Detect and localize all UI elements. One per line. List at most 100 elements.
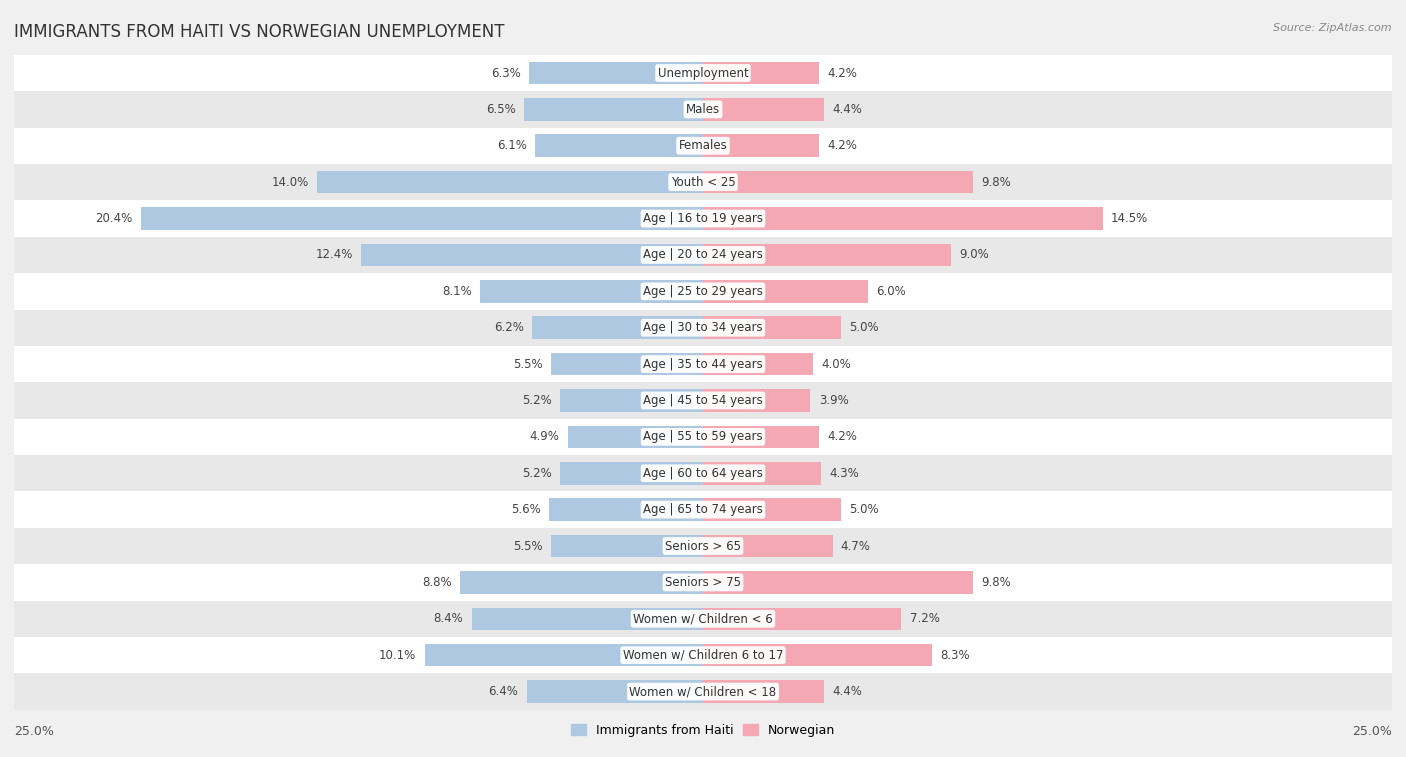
Bar [14,201,1392,237]
Bar [568,425,703,448]
Text: Age | 16 to 19 years: Age | 16 to 19 years [643,212,763,225]
Text: Women w/ Children < 6: Women w/ Children < 6 [633,612,773,625]
Text: 3.9%: 3.9% [818,394,848,407]
Text: Age | 60 to 64 years: Age | 60 to 64 years [643,467,763,480]
Bar [703,681,824,702]
Bar [14,637,1392,674]
Text: 14.0%: 14.0% [271,176,309,188]
Text: Unemployment: Unemployment [658,67,748,79]
Bar [14,128,1392,164]
Bar [14,164,1392,201]
Bar [560,389,703,412]
Bar [531,316,703,339]
Text: 8.4%: 8.4% [433,612,463,625]
Text: 9.8%: 9.8% [981,576,1011,589]
Bar [703,498,841,521]
Bar [703,62,818,84]
Text: Males: Males [686,103,720,116]
Bar [14,55,1392,91]
Text: 4.3%: 4.3% [830,467,859,480]
Bar [703,207,1102,230]
Text: 5.0%: 5.0% [849,503,879,516]
Text: 6.2%: 6.2% [494,321,524,334]
Bar [14,491,1392,528]
Text: 5.5%: 5.5% [513,540,543,553]
Bar [461,571,703,593]
Bar [551,353,703,375]
Text: 6.5%: 6.5% [486,103,516,116]
Text: 4.7%: 4.7% [841,540,870,553]
Bar [548,498,703,521]
Bar [703,244,950,266]
Text: 6.4%: 6.4% [488,685,519,698]
Bar [14,273,1392,310]
Text: Youth < 25: Youth < 25 [671,176,735,188]
Text: 12.4%: 12.4% [315,248,353,261]
Bar [14,600,1392,637]
Text: 5.2%: 5.2% [522,394,551,407]
Text: Age | 45 to 54 years: Age | 45 to 54 years [643,394,763,407]
Text: Females: Females [679,139,727,152]
Bar [703,644,932,666]
Bar [703,608,901,630]
Text: 4.0%: 4.0% [821,357,851,371]
Text: 4.2%: 4.2% [827,139,856,152]
Text: IMMIGRANTS FROM HAITI VS NORWEGIAN UNEMPLOYMENT: IMMIGRANTS FROM HAITI VS NORWEGIAN UNEMP… [14,23,505,41]
Text: 7.2%: 7.2% [910,612,939,625]
Bar [14,455,1392,491]
Bar [14,419,1392,455]
Bar [524,98,703,120]
Text: Age | 30 to 34 years: Age | 30 to 34 years [643,321,763,334]
Bar [560,462,703,484]
Bar [14,91,1392,128]
Bar [141,207,703,230]
Bar [527,681,703,702]
Bar [530,62,703,84]
Text: Women w/ Children 6 to 17: Women w/ Children 6 to 17 [623,649,783,662]
Bar [703,280,869,303]
Text: 5.2%: 5.2% [522,467,551,480]
Bar [703,462,821,484]
Bar [703,171,973,194]
Bar [14,528,1392,564]
Text: 6.0%: 6.0% [876,285,907,298]
Text: 25.0%: 25.0% [14,725,53,738]
Text: Seniors > 75: Seniors > 75 [665,576,741,589]
Text: 10.1%: 10.1% [380,649,416,662]
Bar [703,316,841,339]
Text: 4.2%: 4.2% [827,67,856,79]
Text: 6.3%: 6.3% [491,67,522,79]
Bar [703,98,824,120]
Text: 8.1%: 8.1% [441,285,471,298]
Bar [425,644,703,666]
Text: 25.0%: 25.0% [1353,725,1392,738]
Text: Source: ZipAtlas.com: Source: ZipAtlas.com [1274,23,1392,33]
Text: Age | 55 to 59 years: Age | 55 to 59 years [643,431,763,444]
Bar [551,534,703,557]
Bar [703,135,818,157]
Text: Age | 20 to 24 years: Age | 20 to 24 years [643,248,763,261]
Bar [703,571,973,593]
Text: 5.0%: 5.0% [849,321,879,334]
Text: Age | 65 to 74 years: Age | 65 to 74 years [643,503,763,516]
Bar [14,310,1392,346]
Bar [703,534,832,557]
Bar [14,346,1392,382]
Text: 4.2%: 4.2% [827,431,856,444]
Text: 8.8%: 8.8% [423,576,453,589]
Bar [14,237,1392,273]
Bar [14,564,1392,600]
Text: 9.0%: 9.0% [959,248,988,261]
Bar [361,244,703,266]
Bar [703,353,813,375]
Text: Age | 25 to 29 years: Age | 25 to 29 years [643,285,763,298]
Bar [318,171,703,194]
Bar [471,608,703,630]
Text: Age | 35 to 44 years: Age | 35 to 44 years [643,357,763,371]
Bar [14,382,1392,419]
Text: 4.4%: 4.4% [832,685,862,698]
Text: 4.4%: 4.4% [832,103,862,116]
Legend: Immigrants from Haiti, Norwegian: Immigrants from Haiti, Norwegian [565,718,841,742]
Text: 8.3%: 8.3% [941,649,970,662]
Text: 5.6%: 5.6% [510,503,540,516]
